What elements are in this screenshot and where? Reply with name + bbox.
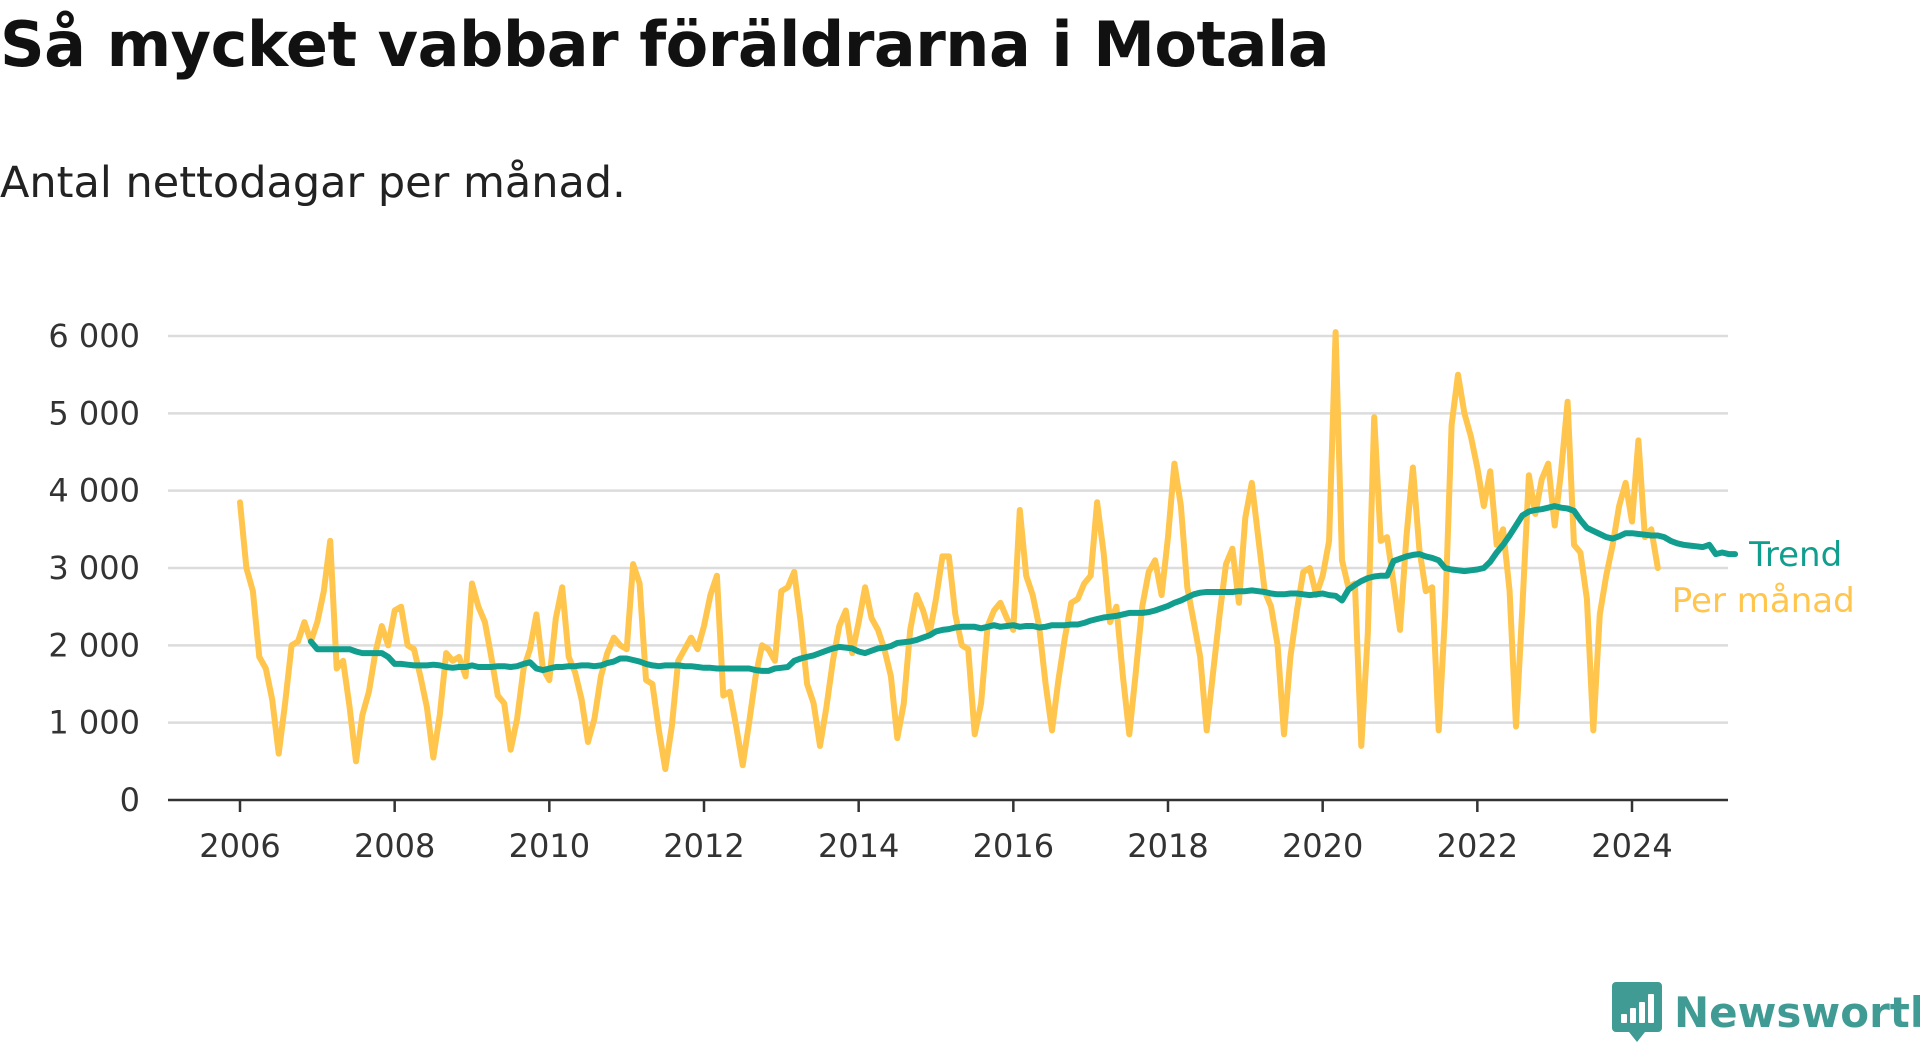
series-label: Per månad — [1672, 581, 1855, 621]
y-tick-label: 1 000 — [48, 704, 140, 742]
series-label: Trend — [1748, 535, 1842, 575]
newsworthy-logo: Newsworthy — [1612, 982, 1920, 1042]
y-tick-label: 2 000 — [48, 626, 140, 664]
y-tick-label: 4 000 — [48, 472, 140, 510]
x-tick-label: 2018 — [1127, 827, 1208, 865]
chart-bubble-icon — [1612, 982, 1662, 1042]
x-tick-label: 2012 — [663, 827, 744, 865]
chart-title: Så mycket vabbar föräldrarna i Motala — [0, 8, 1330, 81]
y-tick-label: 5 000 — [48, 394, 140, 432]
series-labels: Trend Per månad — [1672, 535, 1855, 621]
x-tick-label: 2008 — [354, 827, 435, 865]
series-lines — [237, 329, 1739, 773]
x-tick-label: 2010 — [509, 827, 590, 865]
y-tick-label: 6 000 — [48, 317, 140, 355]
series-line-trend — [307, 503, 1739, 674]
brand-name: Newsworthy — [1674, 987, 1920, 1037]
series-line-per-manad — [237, 329, 1661, 773]
x-tick-label: 2024 — [1591, 827, 1672, 865]
x-tick-label: 2020 — [1282, 827, 1363, 865]
y-tick-label: 3 000 — [48, 549, 140, 587]
chart-subtitle: Antal nettodagar per månad. — [0, 158, 626, 208]
x-axis-ticks: 2006 2008 2010 2012 2014 2016 2018 2020 2022 2024 — [199, 800, 1673, 865]
x-tick-label: 2016 — [973, 827, 1054, 865]
y-axis-ticks: 0 1 000 2 000 3 000 4 000 5 000 6 000 — [48, 317, 140, 819]
x-tick-label: 2006 — [199, 827, 280, 865]
y-tick-label: 0 — [120, 781, 140, 819]
x-tick-label: 2014 — [818, 827, 899, 865]
x-tick-label: 2022 — [1437, 827, 1518, 865]
